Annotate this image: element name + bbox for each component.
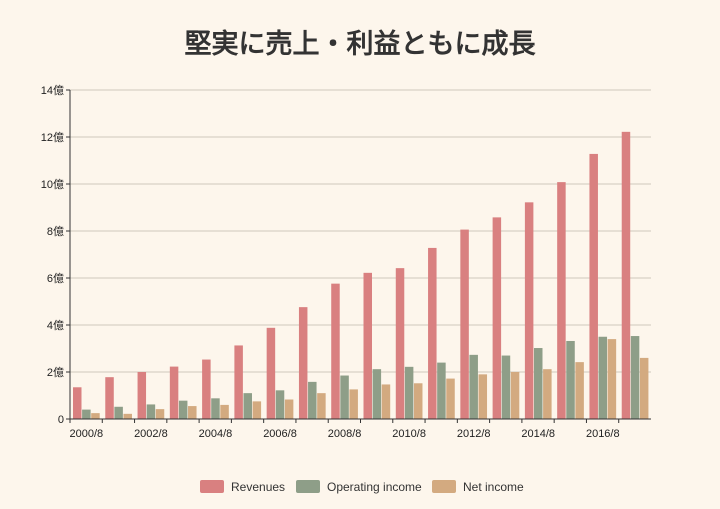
y-tick-label: 8億 [47,225,64,238]
bar-revenues [137,372,147,419]
bar-operating-income [566,340,575,419]
bar-operating-income [340,375,349,419]
bar-operating-income [404,366,414,419]
bar-net-income [607,339,617,419]
y-tick-label: 6億 [47,272,64,285]
bar-operating-income [372,369,382,419]
bar-operating-income [469,354,478,419]
bar-operating-income [501,355,511,419]
bar-revenues [73,387,82,419]
chart-title: 堅実に売上・利益ともに成長 [184,29,536,60]
bar-operating-income [308,381,317,419]
bar-net-income [91,413,100,419]
bar-net-income [446,378,455,419]
bar-net-income [413,383,423,419]
legend: Revenues Operating income Net income [200,480,524,494]
bar-revenues [395,268,405,419]
bar-net-income [575,362,584,419]
legend-label: Operating income [327,480,422,494]
bar-revenues [105,377,114,419]
bar-net-income [188,406,197,419]
legend-swatch [296,480,320,493]
bar-net-income [155,409,165,419]
x-axis: 2000/8 2002/8 2004/8 2006/8 2008/8 2010/8 2012… [69,418,651,440]
legend-swatch [432,480,456,493]
bar-net-income [317,393,326,419]
x-tick-label: 2016/8 [586,428,620,440]
bar-net-income [349,389,358,419]
x-tick-label: 2008/8 [328,428,362,440]
legend-label: Revenues [231,480,285,494]
bar-operating-income [178,400,188,419]
bar-operating-income [437,362,446,419]
y-tick-label: 2億 [47,366,64,379]
bar-net-income [381,384,391,419]
bar-operating-income [146,404,156,419]
legend-swatch [200,480,224,493]
bar-revenues [524,202,534,419]
bar-operating-income [533,348,543,419]
bar-revenues [234,345,243,419]
bar-revenues [363,272,372,419]
x-tick-label: 2006/8 [263,428,297,440]
bar-operating-income [630,336,640,419]
bar-operating-income [211,398,220,419]
bar-operating-income [598,336,608,419]
bar-net-income [543,369,552,419]
y-tick-label: 4億 [47,319,64,332]
y-tick-label: 10億 [41,178,64,191]
bar-net-income [478,374,488,419]
bar-revenues [557,182,566,419]
bar-revenues [266,327,276,419]
bars [73,131,649,420]
x-tick-label: 2000/8 [70,428,104,440]
bar-revenues [589,153,598,420]
bar-operating-income [114,406,123,419]
bar-net-income [123,413,132,419]
y-tick-label: 0 [58,414,64,426]
x-tick-label: 2004/8 [199,428,233,440]
y-axis-ticks: 0 2億 4億 6億 8億 10億 12億 14億 [41,84,71,426]
bar-operating-income [275,390,285,419]
x-tick-label: 2012/8 [457,428,491,440]
bar-net-income [284,399,294,419]
bar-net-income [220,404,229,419]
bar-revenues [331,283,340,419]
bar-operating-income [243,393,252,419]
bar-revenues [428,247,437,419]
legend-label: Net income [463,480,524,494]
bar-revenues [169,366,179,419]
bar-revenues [460,229,469,419]
bar-revenues [621,131,631,419]
bar-operating-income [82,409,91,419]
bar-revenues [202,359,211,419]
x-tick-label: 2014/8 [521,428,555,440]
bar-revenues [298,307,308,419]
bar-revenues [492,217,502,419]
bar-net-income [510,372,520,419]
y-tick-label: 14億 [41,84,64,97]
bar-net-income [252,401,262,419]
y-tick-label: 12億 [41,131,64,144]
x-tick-label: 2010/8 [392,428,426,440]
bar-net-income [639,357,649,419]
x-tick-label: 2002/8 [134,428,168,440]
